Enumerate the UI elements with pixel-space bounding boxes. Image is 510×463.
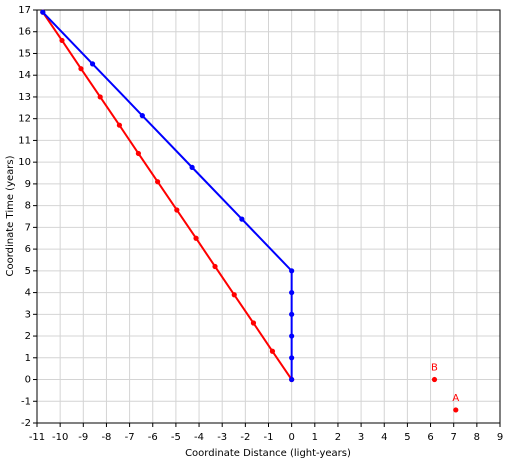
y-tick-label: -1 (21, 396, 31, 407)
data-point (139, 113, 145, 119)
x-tick-label: 8 (474, 432, 480, 443)
data-point (193, 235, 199, 241)
x-tick-label: 4 (381, 432, 387, 443)
x-tick-label: -9 (78, 432, 88, 443)
data-point (453, 407, 459, 413)
data-point (231, 292, 237, 298)
y-axis-title: Coordinate Time (years) (5, 155, 16, 276)
data-point (155, 179, 161, 185)
y-tick-label: 4 (25, 288, 31, 299)
y-tick-label: 10 (18, 157, 31, 168)
x-tick-label: -8 (101, 432, 111, 443)
y-tick-label: 11 (18, 135, 31, 146)
x-tick-label: 5 (404, 432, 410, 443)
y-tick-label: 15 (18, 48, 31, 59)
y-tick-label: 16 (18, 27, 31, 38)
x-tick-label: -7 (125, 432, 135, 443)
y-tick-label: 8 (25, 201, 31, 212)
data-point (289, 289, 295, 296)
data-point (289, 355, 295, 361)
y-tick-label: 14 (18, 70, 31, 81)
data-point (239, 216, 245, 222)
y-tick-label: 13 (18, 92, 31, 103)
data-point (289, 311, 295, 317)
y-tick-label: 7 (25, 222, 31, 233)
point-label: A (452, 393, 459, 404)
data-point (97, 94, 103, 100)
x-tick-label: -10 (52, 432, 68, 443)
x-tick-label: 7 (451, 432, 457, 443)
data-point (269, 348, 276, 354)
x-tick-label: -1 (264, 432, 274, 443)
data-point (59, 37, 65, 44)
y-tick-label: 5 (25, 266, 31, 277)
y-tick-label: 0 (25, 375, 31, 386)
x-tick-label: -5 (171, 432, 181, 443)
plot-frame (36, 9, 501, 424)
series-line (41, 11, 293, 381)
x-tick-label: 0 (288, 432, 294, 443)
point-label: B (431, 363, 438, 374)
x-tick-label: -11 (29, 432, 45, 443)
y-tick-label: 12 (18, 114, 31, 125)
data-point (174, 207, 180, 213)
y-tick-label: 1 (25, 353, 31, 364)
x-tick-label: 6 (427, 432, 433, 443)
x-tick-label: 3 (358, 432, 364, 443)
data-point (289, 268, 295, 274)
x-tick-label: -3 (217, 432, 227, 443)
y-tick-label: 2 (25, 331, 31, 342)
data-point (89, 61, 96, 67)
data-point (250, 320, 257, 326)
data-point (212, 263, 218, 270)
y-tick-label: -2 (21, 418, 31, 429)
y-tick-label: 6 (25, 244, 31, 255)
x-tick-label: 9 (497, 432, 503, 443)
x-axis-title: Coordinate Distance (light-years) (185, 448, 351, 459)
data-point (116, 122, 123, 128)
data-point (289, 376, 295, 383)
data-point (289, 333, 295, 339)
x-tick-label: -4 (194, 432, 204, 443)
x-tick-label: 1 (312, 432, 318, 443)
y-tick-label: 3 (25, 309, 31, 320)
data-point (189, 164, 195, 170)
x-tick-label: 2 (335, 432, 341, 443)
x-tick-label: -6 (148, 432, 158, 443)
y-tick-label: 17 (18, 5, 31, 16)
y-tick-label: 9 (25, 179, 31, 190)
x-tick-label: -2 (240, 432, 250, 443)
data-point (431, 376, 438, 383)
data-point (135, 150, 141, 157)
data-point (78, 66, 84, 72)
data-point (40, 9, 46, 15)
